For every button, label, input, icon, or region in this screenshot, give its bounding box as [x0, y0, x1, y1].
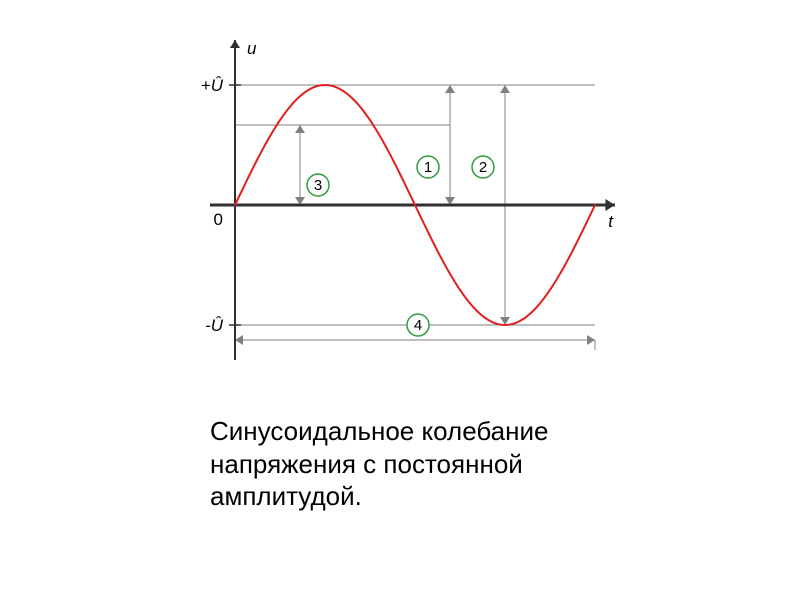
sine-chart: +Û -Û 1 2 3 4 u t 0 [170, 30, 630, 380]
arrowhead [445, 85, 455, 93]
y-axis-label: u [247, 39, 257, 58]
callout-2-label: 2 [479, 159, 487, 176]
callout-4-label: 4 [414, 317, 422, 334]
arrowhead [295, 125, 305, 133]
callout-1-label: 1 [424, 159, 432, 176]
y-tick-label: -Û [205, 316, 224, 335]
arrowhead [235, 335, 243, 345]
y-tick-label: +Û [201, 76, 224, 95]
x-axis-label: t [608, 212, 614, 231]
caption: Синусоидальное колебание напряжения с по… [210, 415, 630, 513]
arrowhead [587, 335, 595, 345]
arrowhead [230, 40, 240, 48]
stage: +Û -Û 1 2 3 4 u t 0 Синусоидальное колебание нап… [0, 0, 800, 600]
callout-3-label: 3 [314, 177, 322, 194]
origin-label: 0 [214, 210, 223, 229]
arrowhead [500, 85, 510, 93]
arrowhead [605, 199, 615, 211]
